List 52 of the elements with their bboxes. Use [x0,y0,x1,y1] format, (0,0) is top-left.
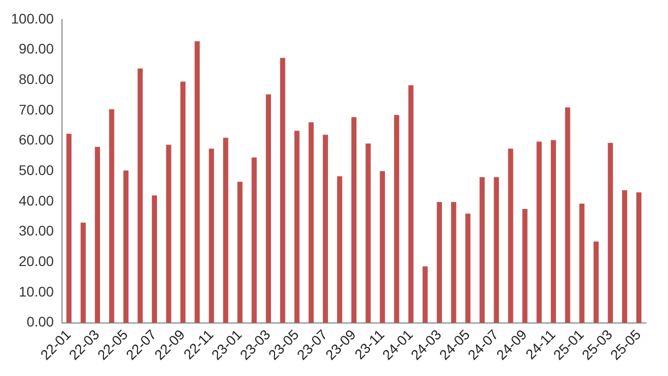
bar [223,138,228,323]
bar [109,109,114,323]
bar [408,85,414,323]
bar [594,241,599,323]
bar [608,142,613,323]
bar [337,176,342,323]
bar [94,146,100,323]
bar [166,144,172,323]
bar [536,142,542,323]
bar [579,204,584,323]
bar [152,195,157,323]
y-tick-label: 50.00 [18,162,54,178]
bar [237,182,242,323]
bar [494,177,499,323]
bar [480,177,485,323]
bar [436,202,442,323]
bar [394,114,400,323]
bar [565,107,570,323]
y-tick-label: 40.00 [18,192,54,208]
bar [522,209,528,323]
bar [208,148,214,323]
bar [138,68,143,323]
y-tick-label: 70.00 [18,101,54,118]
bar [80,222,86,323]
bar [366,143,371,323]
bar [636,192,642,323]
bar [266,94,271,323]
bar [322,134,328,323]
bar [422,266,428,323]
bar [252,157,257,323]
y-tick-label: 80.00 [18,70,54,87]
bar [622,190,628,323]
y-tick-label: 100.00 [10,10,54,26]
bar [194,41,200,323]
bar [294,130,300,323]
y-tick-label: 90.00 [18,40,54,57]
bar [451,202,456,323]
bar [66,134,72,323]
bar [508,148,514,323]
bar [465,214,470,323]
bar [351,117,356,323]
y-tick-label: 30.00 [18,222,54,239]
y-tick-label: 20.00 [18,252,54,269]
bar [280,58,286,323]
y-tick-label: 0.00 [26,314,54,330]
bar [550,140,556,323]
bar [180,82,186,323]
y-tick-label: 60.00 [18,132,54,148]
y-tick-label: 10.00 [18,283,54,300]
bar [123,170,129,323]
bar [380,171,385,323]
bar [308,122,314,323]
